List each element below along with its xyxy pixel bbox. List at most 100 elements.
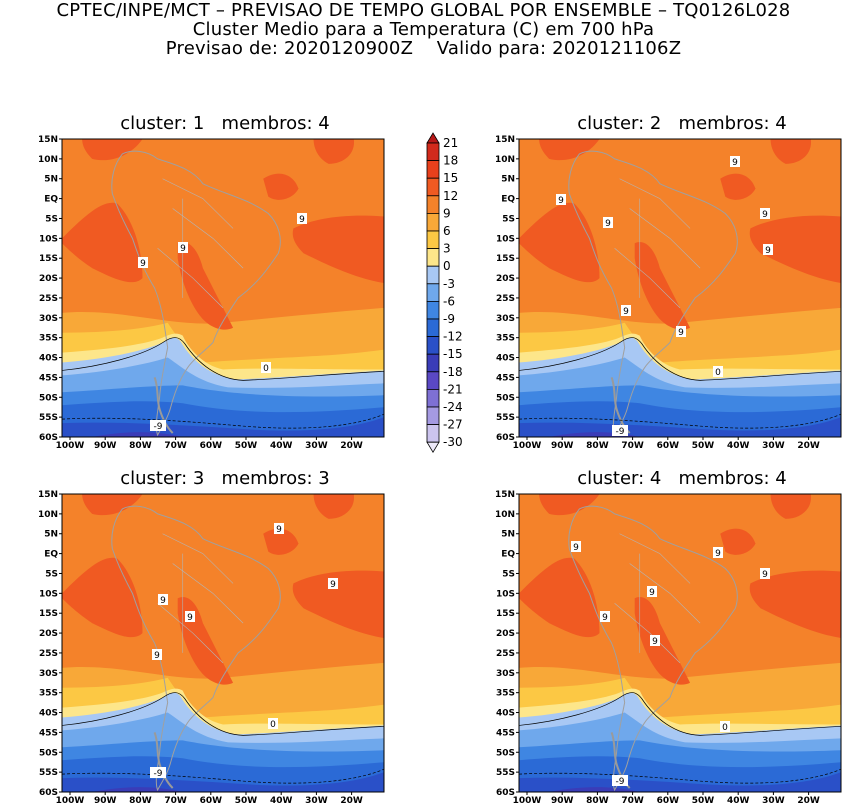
lon-tick-label: 80W [129, 441, 152, 451]
lat-tick-label: 10S [496, 589, 515, 599]
lat-tick-label: 50S [39, 748, 58, 758]
lon-tick-label: 90W [551, 796, 574, 803]
contour-label: 9 [154, 651, 160, 661]
contour-label: 9 [140, 259, 146, 269]
lat-tick-label: 25S [496, 649, 515, 659]
contour-labels: 9 9 9 0 -9 9 9 9 9 9 9 9 0 -9 9 9 9 9 9 0 -9 9 9 9 9 9 9 0 -9 [138, 156, 773, 787]
lon-tick-label: 60W [200, 441, 223, 451]
lat-tick-label: 5S [502, 569, 515, 579]
colorbar-top-arrow [426, 132, 440, 144]
lat-tick-label: 50S [496, 393, 515, 403]
contour-label: 9 [762, 570, 768, 580]
colorbar-label: -27 [443, 418, 463, 432]
lon-tick-label: 50W [692, 441, 715, 451]
panel-4-map [518, 493, 842, 793]
lat-tick-label: 35S [39, 334, 58, 344]
colorbar-segment [426, 336, 440, 355]
panel-2-map [518, 138, 842, 438]
contour-label: 0 [270, 720, 276, 730]
lat-tick-label: 60S [496, 433, 515, 443]
contour-label: 0 [722, 723, 728, 733]
lat-tick-label: 15N [38, 490, 58, 500]
lat-tick-label: 15N [495, 490, 515, 500]
lat-tick-label: 15S [39, 609, 58, 619]
lon-tick-label: 20W [340, 441, 363, 451]
lon-tick-label: 90W [551, 441, 574, 451]
colorbar: 21 18 15 12 9 6 3 0 -3 -6 -9 -12 -15 -18 -21 -24 -27 -30 [426, 132, 463, 453]
colorbar-segment [426, 318, 440, 338]
lat-tick-label: 50S [39, 393, 58, 403]
lat-tick-label: 35S [496, 334, 515, 344]
lon-tick-label: 80W [586, 441, 609, 451]
lon-tick-label: 70W [621, 796, 644, 803]
colorbar-segment [426, 424, 440, 443]
lon-tick-label: 60W [657, 441, 680, 451]
colorbar-segment [426, 300, 440, 320]
contour-label: -9 [154, 422, 163, 432]
contour-label: 9 [623, 307, 629, 317]
colorbar-bottom-arrow [426, 441, 440, 453]
lat-tick-label: 25S [496, 294, 515, 304]
contour-label: 0 [263, 364, 269, 374]
lon-tick-label: 20W [797, 796, 820, 803]
colorbar-label: -12 [443, 330, 463, 344]
lon-tick-label: 100W [513, 441, 542, 451]
lat-tick-label: 5N [44, 175, 58, 185]
panel-4-title: cluster: 4 membros: 4 [577, 468, 787, 489]
contour-label: 9 [605, 219, 611, 229]
lon-tick-label: 100W [513, 796, 542, 803]
panel-2-title: cluster: 2 membros: 4 [577, 113, 787, 134]
lat-tick-label: 10S [496, 234, 515, 244]
lon-tick-label: 30W [305, 441, 328, 451]
lat-tick-label: 40S [39, 354, 58, 364]
lat-tick-label: 35S [39, 689, 58, 699]
lat-tick-label: 5N [44, 530, 58, 540]
colorbar-label: 18 [443, 154, 458, 168]
lat-tick-label: 45S [39, 373, 58, 383]
lon-tick-label: 70W [164, 441, 187, 451]
lat-tick-label: 25S [39, 294, 58, 304]
colorbar-segment [426, 177, 440, 197]
contour-label: 9 [762, 210, 768, 220]
panel-3-map [61, 493, 385, 793]
colorbar-segment [426, 283, 440, 302]
lat-tick-label: 30S [496, 314, 515, 324]
lat-tick-label: 55S [496, 413, 515, 423]
axis-ticks: 15N10N5NEQ5S10S15S20S25S30S35S40S45S50S5… [38, 135, 820, 803]
contour-label: -9 [616, 777, 625, 787]
contour-label: 9 [558, 196, 564, 206]
contour-label: 9 [180, 244, 186, 254]
lat-tick-label: 15N [38, 135, 58, 145]
contour-label: 9 [732, 158, 738, 168]
lon-tick-label: 50W [235, 796, 258, 803]
contour-label: 9 [678, 328, 684, 338]
figure-title-line2: Cluster Medio para a Temperatura (C) em … [192, 19, 655, 40]
contour-label: 9 [330, 580, 336, 590]
lat-tick-label: 40S [496, 709, 515, 719]
lon-tick-label: 70W [621, 441, 644, 451]
figure-title-line3: Previsao de: 2020120900Z Valido para: 20… [165, 38, 682, 59]
colorbar-label: 12 [443, 189, 458, 203]
lon-tick-label: 20W [797, 441, 820, 451]
lat-tick-label: 30S [39, 669, 58, 679]
lon-tick-label: 30W [305, 796, 328, 803]
lat-tick-label: 20S [39, 274, 58, 284]
lat-tick-label: 40S [496, 354, 515, 364]
lon-tick-label: 100W [56, 441, 85, 451]
figure-title-line1: CPTEC/INPE/MCT – PREVISAO DE TEMPO GLOBA… [56, 0, 791, 21]
lon-tick-label: 70W [164, 796, 187, 803]
lat-tick-label: 15S [39, 254, 58, 264]
lat-tick-label: 10S [39, 589, 58, 599]
lat-tick-label: EQ [44, 195, 58, 205]
contour-label: 9 [765, 246, 771, 256]
lon-tick-label: 40W [727, 796, 750, 803]
lat-tick-label: 15S [496, 609, 515, 619]
lat-tick-label: 40S [39, 709, 58, 719]
lat-tick-label: 20S [496, 629, 515, 639]
colorbar-segment [426, 388, 440, 408]
panel-1-map [61, 138, 385, 438]
colorbar-segment [426, 265, 440, 285]
panel-3-title: cluster: 3 membros: 3 [120, 468, 330, 489]
contour-label: 9 [276, 525, 282, 535]
